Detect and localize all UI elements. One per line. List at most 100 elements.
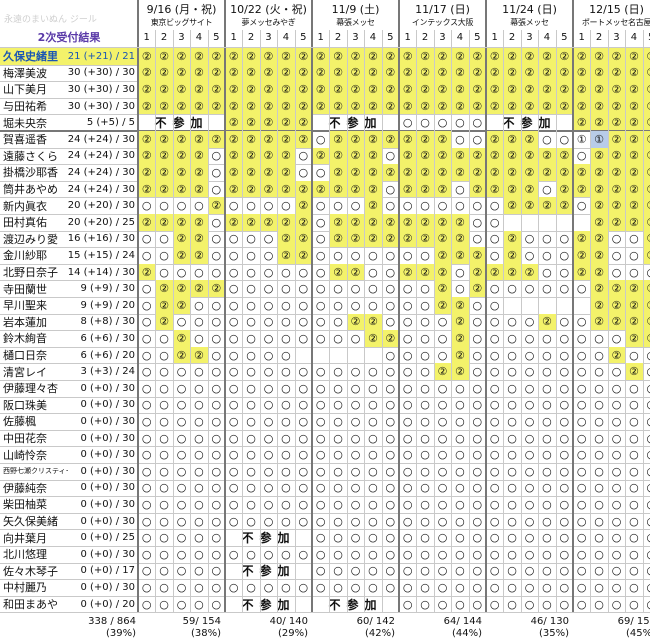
column-divider: [416, 30, 418, 613]
slot-cell: ○: [524, 597, 535, 611]
slot-cell: ○: [611, 448, 622, 462]
row-divider: [0, 380, 650, 381]
slot-cell: ○: [159, 547, 169, 561]
total-count: 64/ 144: [443, 616, 482, 628]
slot-cell: ②: [607, 147, 626, 165]
slot-cell: ②: [625, 363, 643, 380]
slot-cell: ○: [228, 514, 239, 528]
column-divider: [451, 30, 453, 613]
slot-cell: ○: [350, 282, 361, 296]
slot-cell: ○: [298, 580, 309, 594]
slot-cell: ○: [524, 315, 535, 329]
slot-cell: ②: [277, 64, 295, 82]
slot-cell: ○: [385, 149, 396, 163]
slot-cell: ②: [381, 214, 399, 231]
slot-cell: ○: [455, 132, 465, 146]
slot-cell: ○: [159, 265, 169, 279]
slot-cell: ○: [576, 199, 587, 213]
slot-cell: ○: [281, 497, 291, 511]
slot-cell: ②: [346, 64, 365, 82]
slot-cell: ○: [594, 381, 604, 395]
slot-cell: ○: [524, 331, 535, 345]
member-name: 梅澤美波: [3, 66, 47, 80]
slot-cell: ○: [176, 464, 187, 478]
slot-cell: ○: [489, 580, 500, 594]
slot-cell: ②: [433, 180, 452, 198]
total-count: 69/ 154: [617, 616, 650, 628]
slot-cell: ○: [141, 464, 152, 478]
slot-cell: ○: [333, 331, 343, 345]
slot-cell: ○: [611, 414, 622, 428]
slot-cell: ○: [141, 414, 152, 428]
slot-cell: ②: [625, 64, 643, 82]
slot-cell: ②: [590, 297, 608, 314]
slot-cell: ○: [211, 331, 222, 345]
slot-cell: ②: [486, 64, 504, 82]
slot-cell: ②: [190, 81, 208, 98]
slot-cell: ○: [333, 564, 343, 578]
slot-cell: ②: [573, 81, 591, 98]
slot-cell: ②: [399, 48, 417, 65]
slot-cell: ○: [246, 348, 256, 362]
slot-cell: ○: [315, 331, 326, 345]
slot-cell: ○: [246, 282, 256, 296]
slot-cell: ○: [281, 199, 291, 213]
slot-cell: ○: [263, 248, 274, 262]
slot-cell: ○: [298, 331, 309, 345]
slot-cell: ②: [520, 263, 539, 281]
slot-cell: ○: [350, 580, 361, 594]
slot-cell: ○: [315, 464, 326, 478]
slot-cell: ○: [246, 331, 256, 345]
slot-cell: ○: [629, 398, 639, 412]
slot-cell: ○: [489, 564, 500, 578]
slot-cell: ○: [385, 348, 396, 362]
slot-cell: ②: [346, 313, 365, 331]
slot-cell: ②: [381, 164, 399, 181]
slot-cell: ○: [141, 497, 152, 511]
slot-cell: ○: [315, 531, 326, 545]
slot-cell: ○: [194, 531, 204, 545]
slot-cell: ②: [190, 164, 208, 181]
slot-cell: ○: [194, 547, 204, 561]
slot-cell: ○: [159, 365, 169, 379]
slot-cell: ②: [207, 81, 225, 98]
slot-cell: ○: [315, 298, 326, 312]
slot-cell: ○: [298, 448, 309, 462]
slot-cell: ○: [141, 564, 152, 578]
slot-cell: ○: [246, 298, 256, 312]
slot-cell: ○: [211, 481, 222, 495]
column-divider: [259, 30, 261, 613]
slot-cell: ②: [433, 363, 452, 380]
slot-cell: ○: [368, 282, 378, 296]
slot-cell: ○: [194, 514, 204, 528]
slot-cell: ○: [489, 414, 500, 428]
row-divider: [0, 230, 650, 232]
slot-cell: ○: [385, 580, 396, 594]
slot-cell: ○: [315, 282, 326, 296]
row-divider: [0, 280, 650, 282]
slot-cell: ○: [472, 448, 483, 462]
slot-cell: ○: [246, 547, 256, 561]
slot-cell: ○: [402, 381, 413, 395]
absent-label: 不参加: [227, 563, 310, 578]
slot-cell: ○: [576, 331, 587, 345]
slot-cell: ○: [507, 564, 517, 578]
slot-cell: ○: [455, 514, 465, 528]
slot-cell: ○: [542, 448, 552, 462]
slot-cell: ○: [420, 514, 430, 528]
slot-cell: ②: [642, 330, 650, 347]
slot-cell: ②: [451, 297, 469, 314]
slot-cell: ○: [141, 431, 152, 445]
slot-cell: ②: [381, 230, 399, 248]
slot-cell: ○: [489, 547, 500, 561]
slot-cell: ②: [329, 214, 347, 231]
slot-cell: ②: [381, 97, 399, 115]
row-divider: [0, 263, 650, 265]
member-name: 西野七瀬クリスティー: [3, 467, 68, 476]
slot-cell: ○: [437, 481, 448, 495]
slot-cell: ○: [246, 514, 256, 528]
slot-cell: ○: [368, 481, 378, 495]
member-name: 清宮レイ: [3, 365, 47, 379]
slot-cell: ○: [333, 282, 343, 296]
slot-cell: ②: [451, 147, 469, 165]
